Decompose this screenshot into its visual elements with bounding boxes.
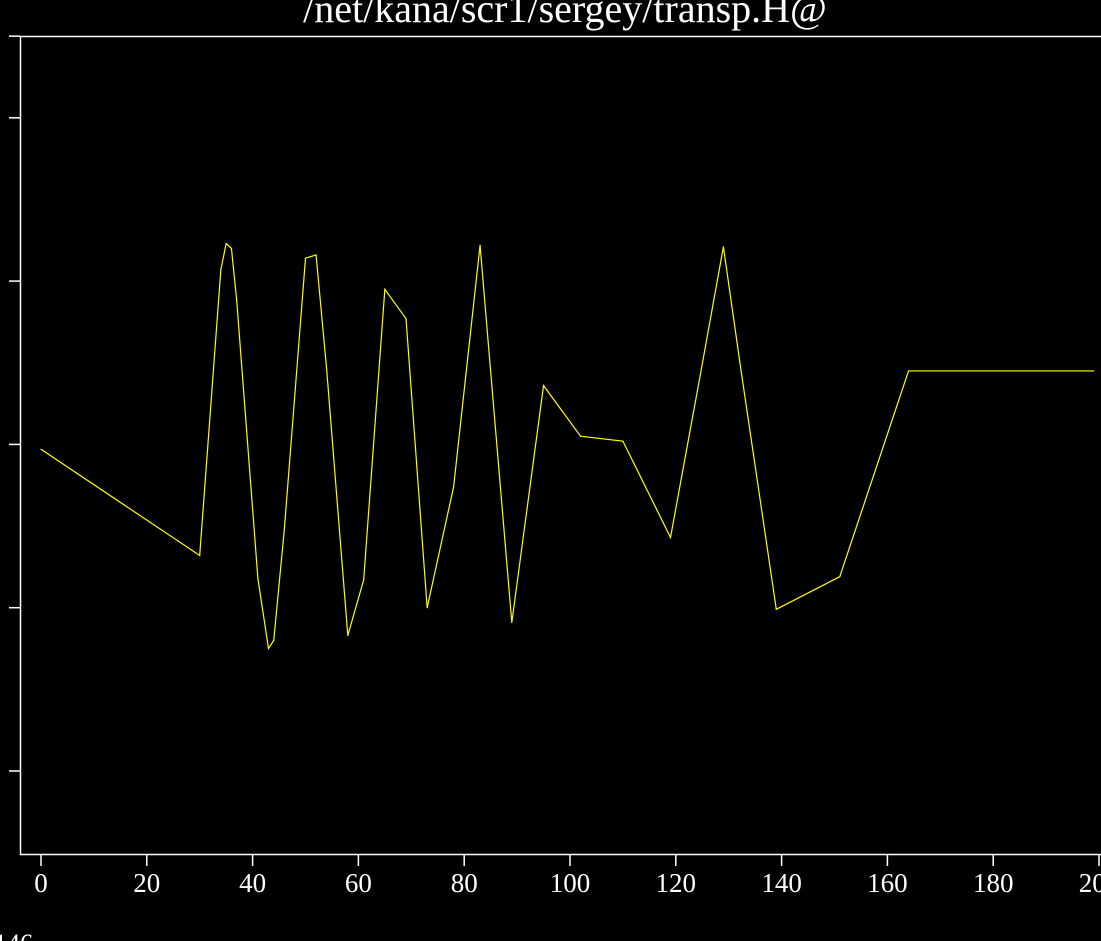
x-tick-label: 140 [761, 868, 802, 898]
plot-frame [19, 35, 1101, 856]
x-tick-label: 100 [550, 868, 591, 898]
footer-label: 146 [0, 929, 33, 941]
x-tick-label: 60 [345, 868, 372, 898]
x-tick-label: 0 [34, 868, 48, 898]
series-line [40, 242, 1094, 651]
chart-title: /net/kana/scr1/sergey/transp.H@ [303, 0, 827, 31]
x-tick-label: 180 [973, 868, 1014, 898]
x-tick-label: 200 [1079, 868, 1101, 898]
x-tick-label: 40 [239, 868, 266, 898]
x-tick-label: 80 [451, 868, 478, 898]
x-tick-label: 160 [867, 868, 908, 898]
x-tick-label: 120 [656, 868, 697, 898]
x-tick-label: 20 [133, 868, 160, 898]
